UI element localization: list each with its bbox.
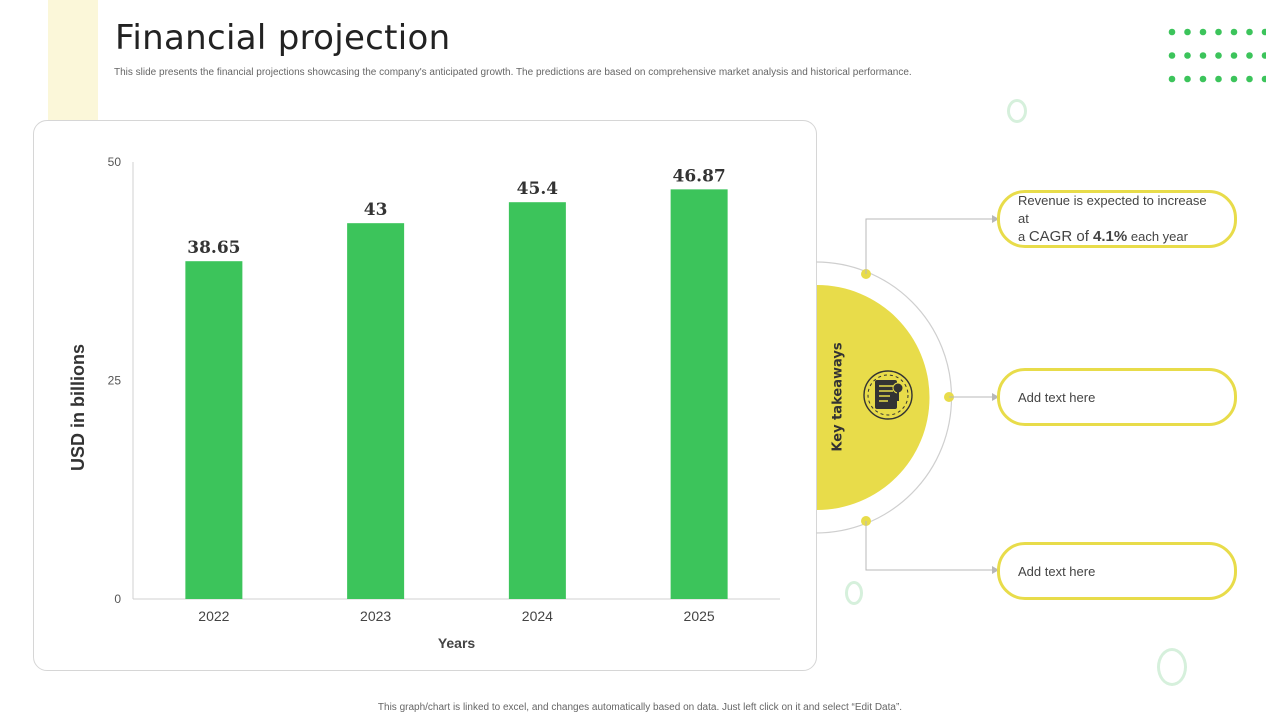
decor-dot bbox=[1168, 75, 1176, 83]
decor-dot bbox=[1261, 52, 1266, 59]
data-label: 38.65 bbox=[187, 238, 240, 258]
decor-dot bbox=[1246, 75, 1253, 83]
yellow-accent-strip bbox=[48, 0, 98, 120]
takeaway-3-text: Add text here bbox=[1018, 563, 1096, 579]
takeaway-1-of: of bbox=[1072, 228, 1094, 245]
decor-dot bbox=[1215, 28, 1222, 36]
takeaway-1-suffix: each year bbox=[1127, 229, 1188, 244]
footer-note: This graph/chart is linked to excel, and… bbox=[377, 702, 903, 713]
takeaway-box-2[interactable]: Add text here bbox=[997, 368, 1237, 426]
decor-dot bbox=[1184, 75, 1191, 83]
decor-dot bbox=[1246, 28, 1253, 36]
bar-2024[interactable] bbox=[508, 202, 566, 599]
page-title: Financial projection bbox=[115, 18, 451, 58]
chart-panel[interactable]: 0 25 50 38.65 2022 43 2023 45.4 2024 46.87 2025 Yea… bbox=[33, 120, 817, 671]
y-tick-label: 0 bbox=[114, 592, 121, 606]
decor-dot bbox=[1184, 28, 1191, 36]
decor-dot bbox=[1199, 75, 1207, 83]
ring-decoration-middle bbox=[845, 581, 863, 605]
decor-dot bbox=[1230, 75, 1238, 83]
decor-dot bbox=[1215, 52, 1222, 59]
yellow-half-disc bbox=[817, 285, 930, 510]
decor-dot bbox=[1199, 52, 1207, 59]
decor-dot bbox=[1199, 28, 1207, 36]
bar-chart[interactable]: 0 25 50 38.65 2022 43 2023 45.4 2024 46.87 2025 Yea… bbox=[34, 121, 816, 670]
takeaway-box-1[interactable]: Revenue is expected to increase at a CAG… bbox=[997, 190, 1237, 248]
bar-2023[interactable] bbox=[347, 223, 405, 599]
decor-dot bbox=[1261, 28, 1266, 36]
data-label: 46.87 bbox=[673, 166, 726, 186]
x-tick-label: 2023 bbox=[360, 608, 391, 624]
document-key-icon bbox=[863, 370, 913, 420]
data-label: 45.4 bbox=[517, 179, 559, 199]
takeaway-2-text: Add text here bbox=[1018, 389, 1096, 405]
x-tick-label: 2022 bbox=[198, 608, 229, 624]
y-tick-label: 25 bbox=[108, 374, 122, 388]
decor-dot bbox=[1230, 52, 1238, 59]
key-takeaways-label: Key takeaways bbox=[830, 342, 846, 452]
x-tick-label: 2025 bbox=[684, 608, 715, 624]
x-axis-title: Years bbox=[438, 635, 476, 651]
decor-dot bbox=[1230, 28, 1238, 36]
y-axis-title: USD in billions bbox=[68, 344, 88, 471]
connector-line-bottom bbox=[865, 521, 992, 571]
takeaway-1-pre: a bbox=[1018, 229, 1029, 244]
x-tick-label: 2024 bbox=[522, 608, 553, 624]
takeaway-box-3[interactable]: Add text here bbox=[997, 542, 1237, 600]
bar-2025[interactable] bbox=[670, 189, 728, 599]
data-label: 43 bbox=[364, 200, 388, 220]
connector-line-top bbox=[865, 218, 992, 274]
takeaway-1-cagr: CAGR bbox=[1028, 228, 1073, 245]
decor-dot bbox=[1168, 52, 1176, 59]
page-subtitle: This slide presents the financial projec… bbox=[114, 67, 912, 78]
takeaway-1-value: 4.1% bbox=[1093, 228, 1128, 245]
bar-2022[interactable] bbox=[185, 261, 243, 599]
decor-dot bbox=[1184, 52, 1191, 59]
ring-decoration-bottom bbox=[1157, 648, 1187, 686]
decor-dot bbox=[1168, 28, 1176, 36]
ring-decoration-top bbox=[1007, 99, 1027, 123]
dot-grid-decoration bbox=[1168, 28, 1266, 83]
takeaway-1-line-1: Revenue is expected to increase at bbox=[1018, 193, 1207, 226]
decor-dot bbox=[1246, 52, 1253, 59]
decor-dot bbox=[1261, 75, 1266, 83]
decor-dot bbox=[1215, 75, 1222, 83]
y-tick-label: 50 bbox=[108, 155, 122, 169]
